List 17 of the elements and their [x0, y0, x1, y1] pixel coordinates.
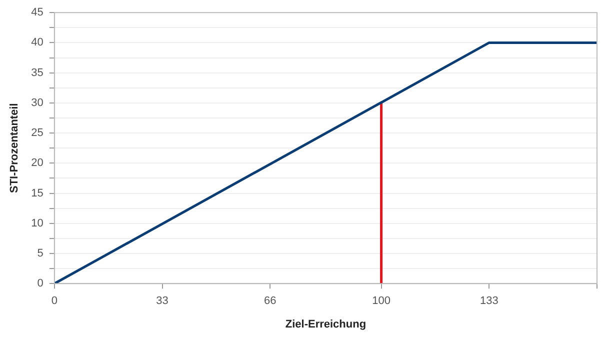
x-tick-label: 100 [372, 295, 390, 308]
y-axis-title: STI-Prozentanteil [8, 103, 21, 194]
y-tick-label: 30 [31, 96, 44, 109]
x-tick-label: 33 [156, 295, 168, 308]
x-axis-title: Ziel-Erreichung [285, 318, 366, 330]
y-tick-label: 5 [37, 248, 44, 260]
y-tick-label: 20 [31, 157, 44, 170]
y-tick-label: 35 [31, 66, 44, 79]
y-tick-label: 0 [37, 278, 44, 290]
y-tick-label: 15 [31, 187, 44, 200]
x-tick-label: 66 [264, 295, 276, 308]
x-tick-label: 0 [51, 295, 58, 308]
y-tick-label: 40 [31, 36, 44, 49]
y-tick-label: 45 [31, 6, 44, 19]
x-tick-label: 133 [480, 295, 498, 308]
y-tick-label: 10 [31, 217, 44, 230]
y-tick-label: 25 [31, 127, 44, 140]
